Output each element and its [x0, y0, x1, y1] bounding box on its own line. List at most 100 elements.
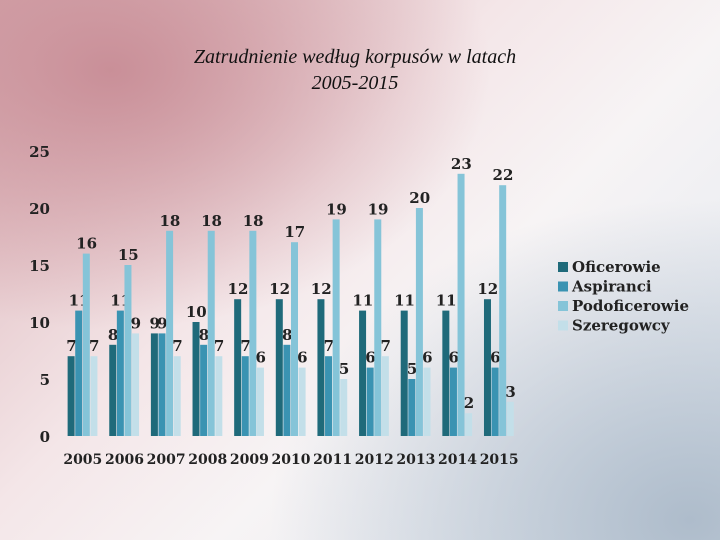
bar — [423, 367, 431, 436]
bar — [359, 310, 367, 436]
x-tick-label: 2006 — [105, 452, 144, 468]
bar — [483, 299, 491, 436]
bar — [408, 379, 416, 436]
bar — [249, 230, 257, 436]
data-label: 7 — [240, 337, 250, 355]
data-label: 7 — [214, 337, 224, 355]
x-tick-label: 2013 — [396, 452, 435, 468]
y-tick-label: 0 — [40, 428, 50, 446]
data-label: 6 — [256, 349, 266, 367]
bar — [124, 265, 132, 436]
data-label: 12 — [311, 280, 332, 298]
bar — [400, 310, 408, 436]
data-label: 5 — [407, 360, 417, 378]
y-tick-label: 25 — [29, 143, 50, 161]
legend-swatch — [558, 262, 568, 272]
bar — [67, 356, 75, 436]
data-label: 20 — [409, 189, 430, 207]
data-label: 11 — [394, 292, 415, 310]
bar — [275, 299, 283, 436]
data-label: 9 — [131, 314, 141, 332]
bar — [457, 173, 465, 437]
data-label: 7 — [324, 337, 334, 355]
x-tick-label: 2010 — [272, 452, 311, 468]
data-label: 7 — [66, 337, 76, 355]
bar — [215, 356, 223, 436]
bar — [366, 367, 374, 436]
bar — [283, 344, 291, 436]
data-label: 9 — [157, 314, 167, 332]
y-tick-label: 10 — [29, 314, 50, 332]
y-tick-label: 5 — [40, 371, 50, 389]
bar — [256, 367, 264, 436]
bar — [506, 401, 514, 436]
bar — [166, 230, 174, 436]
bar — [465, 413, 473, 436]
data-label: 11 — [352, 292, 373, 310]
bar — [449, 367, 457, 436]
x-tick-label: 2011 — [313, 452, 352, 468]
bar — [442, 310, 450, 436]
bar — [499, 185, 507, 436]
bar — [132, 333, 140, 436]
data-label: 12 — [228, 280, 249, 298]
y-tick-label: 20 — [29, 200, 50, 218]
data-label: 18 — [159, 212, 180, 230]
bar — [317, 299, 325, 436]
data-label: 5 — [339, 360, 349, 378]
legend-swatch — [558, 320, 568, 331]
chart-title: Zatrudnienie według korpusów w latach 20… — [130, 44, 580, 96]
data-label: 2 — [464, 394, 474, 412]
bar — [381, 356, 389, 436]
x-tick-label: 2007 — [147, 452, 186, 468]
data-label: 6 — [297, 349, 307, 367]
bar — [109, 344, 117, 436]
bar — [192, 322, 200, 436]
data-label: 18 — [201, 212, 222, 230]
bar — [491, 367, 499, 436]
data-label: 15 — [118, 246, 139, 264]
bar — [207, 230, 215, 436]
data-label: 8 — [199, 326, 209, 344]
data-label: 6 — [449, 349, 459, 367]
bar — [150, 333, 158, 436]
data-label: 18 — [243, 212, 264, 230]
data-label: 12 — [269, 280, 290, 298]
data-label: 9 — [149, 314, 159, 332]
data-label: 6 — [365, 349, 375, 367]
bar — [241, 356, 249, 436]
bar — [158, 333, 166, 436]
bar — [415, 208, 423, 436]
chart-title-line-2: 2005-2015 — [311, 72, 399, 94]
x-tick-label: 2012 — [355, 452, 394, 468]
data-label: 11 — [436, 292, 457, 310]
legend-label: Aspiranci — [571, 278, 652, 296]
bar — [298, 367, 306, 436]
legend-label: Oficerowie — [572, 258, 661, 276]
data-label: 23 — [451, 155, 472, 173]
bar — [90, 356, 98, 436]
data-label: 6 — [490, 349, 500, 367]
x-tick-label: 2005 — [63, 452, 102, 468]
bar — [325, 356, 333, 436]
data-label: 7 — [89, 337, 99, 355]
data-label: 22 — [493, 166, 514, 184]
data-label: 7 — [380, 337, 390, 355]
data-label: 16 — [76, 235, 97, 253]
data-label: 8 — [282, 326, 292, 344]
bar — [173, 356, 181, 436]
bar — [234, 299, 242, 436]
legend-label: Szeregowcy — [572, 317, 671, 335]
data-label: 19 — [326, 200, 347, 218]
data-label: 17 — [284, 223, 305, 241]
data-label: 12 — [477, 280, 498, 298]
bar — [374, 219, 382, 436]
data-label: 10 — [186, 303, 207, 321]
chart-title-line-1: Zatrudnienie według korpusów w latach — [193, 46, 517, 68]
legend-label: Podoficerowie — [572, 297, 689, 315]
data-label: 3 — [505, 383, 515, 401]
bar — [75, 310, 83, 436]
data-label: 8 — [108, 326, 118, 344]
bar — [116, 310, 124, 436]
